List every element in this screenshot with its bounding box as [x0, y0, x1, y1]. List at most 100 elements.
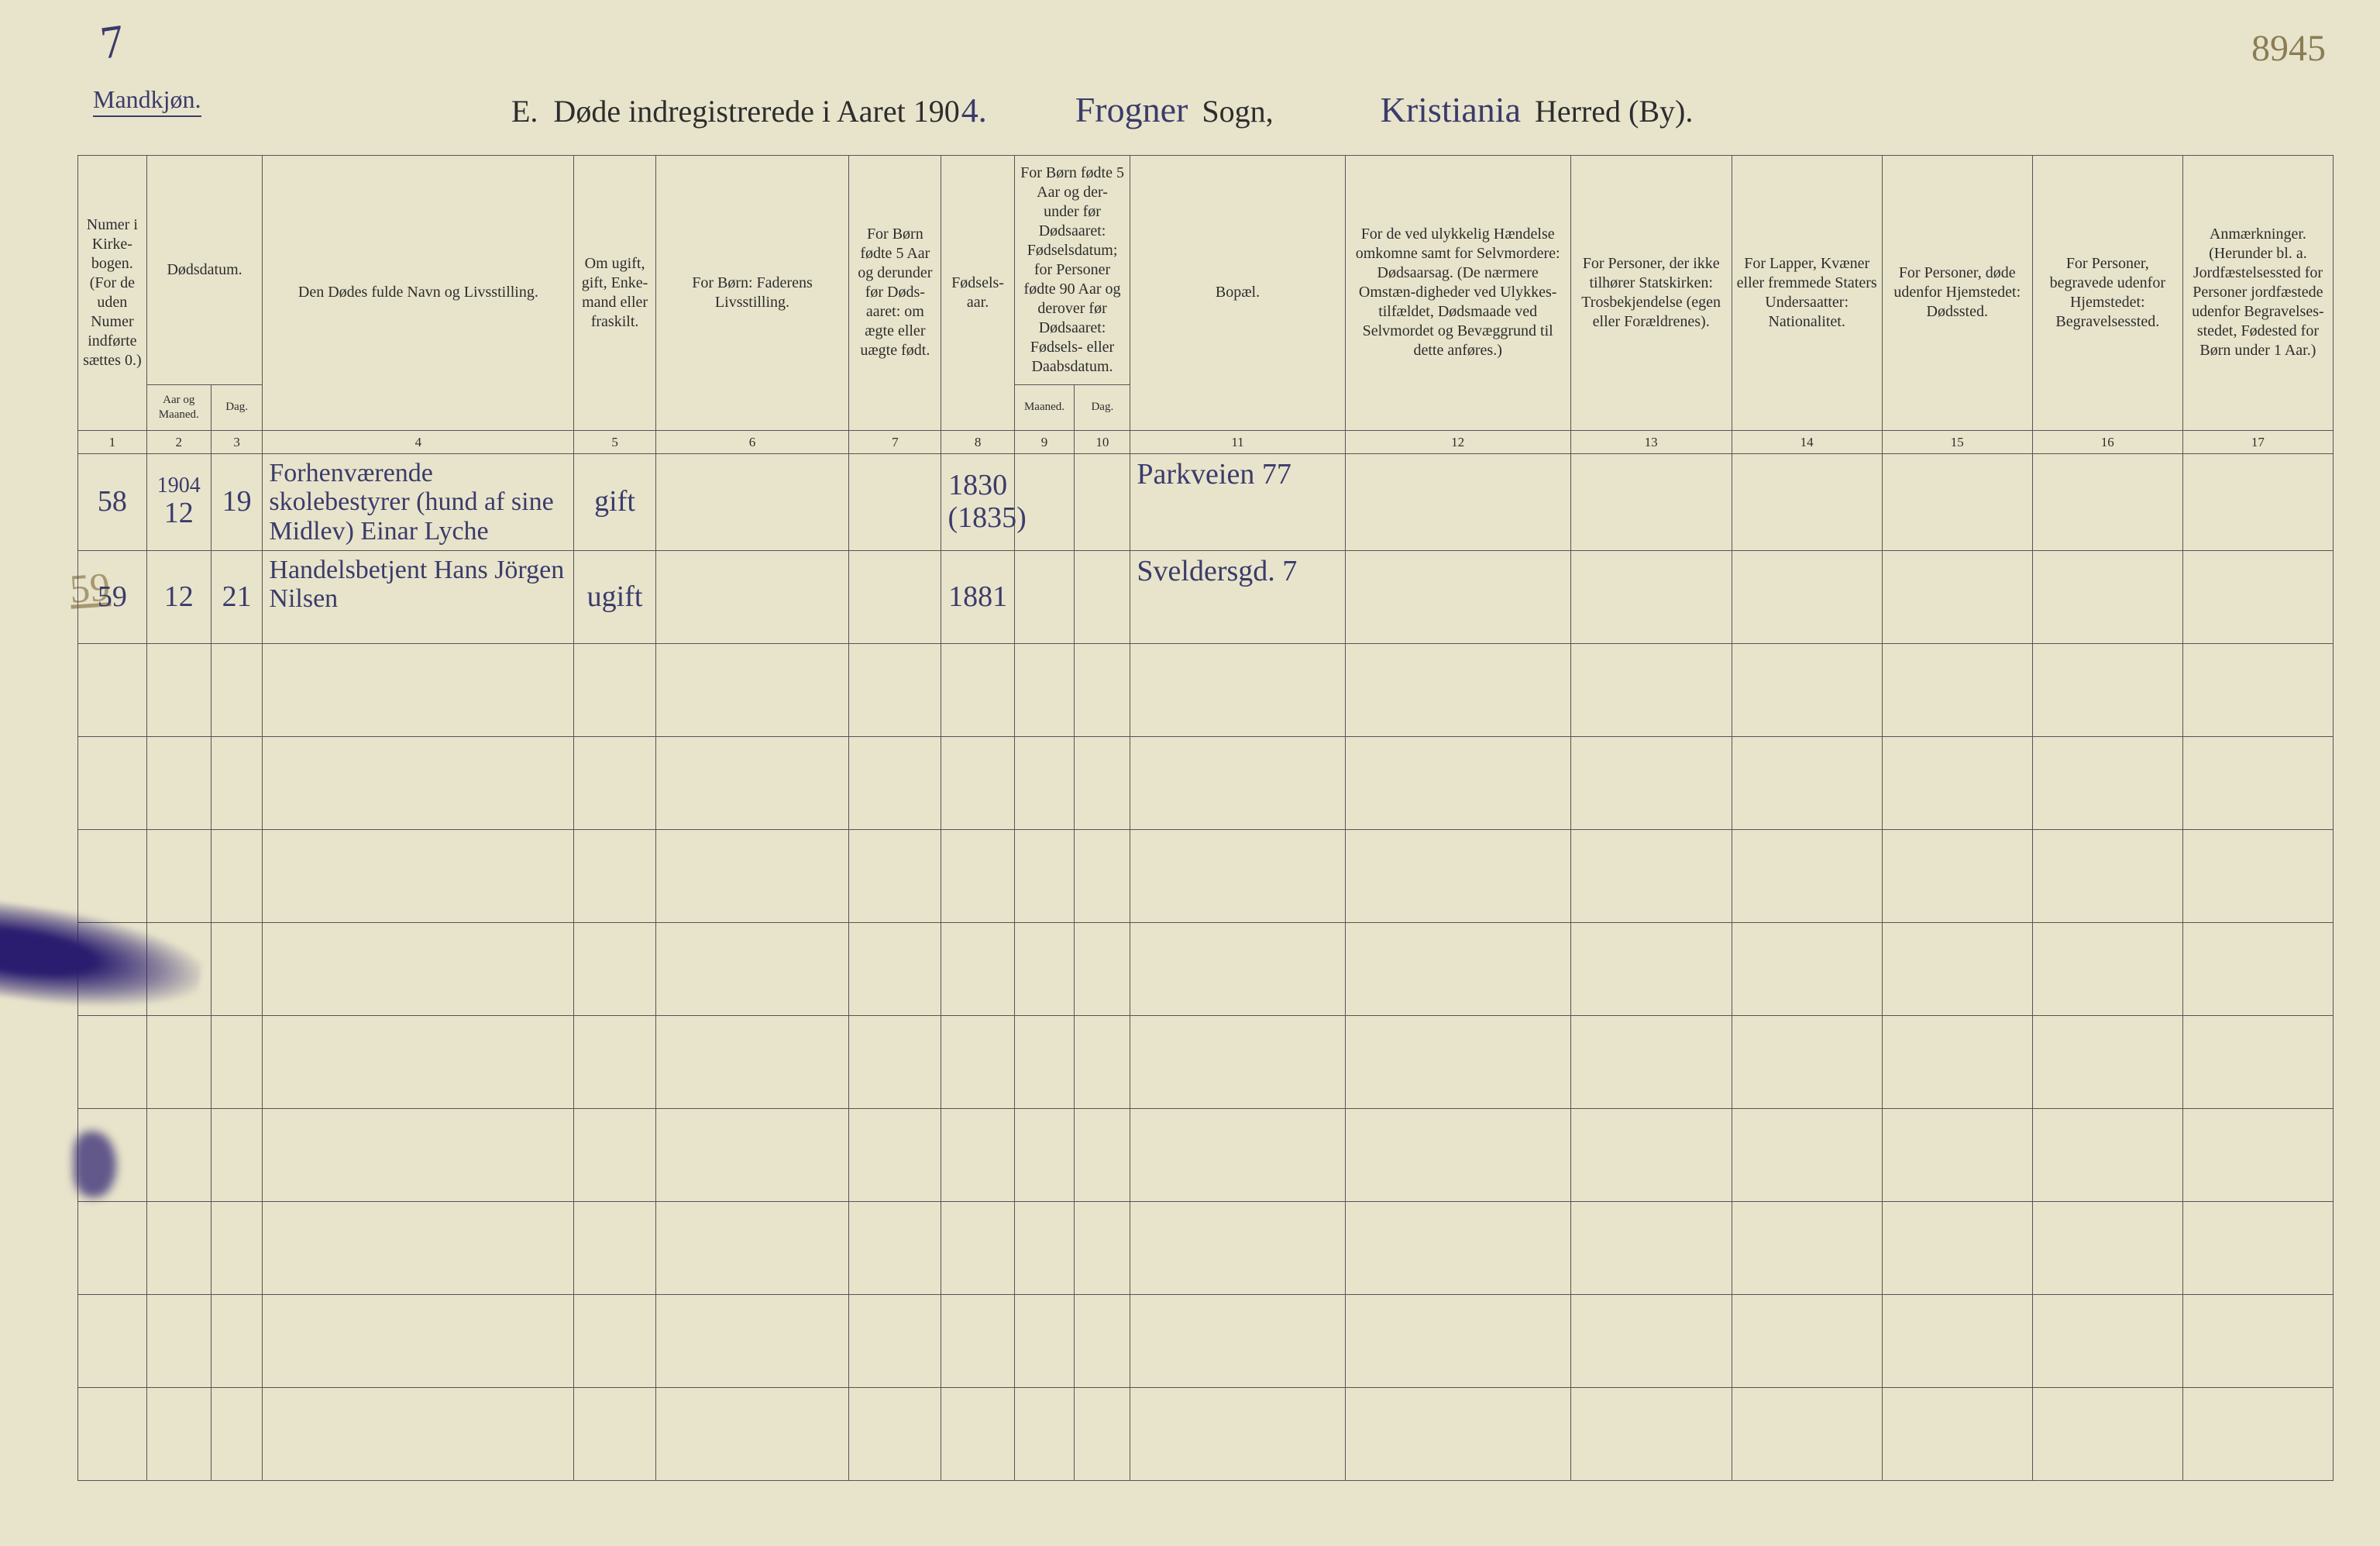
table-cell — [1882, 550, 2032, 643]
table-cell — [1882, 829, 2032, 922]
table-cell — [2032, 453, 2182, 550]
table-cell: Forhenværende skolebestyrer (hund af sin… — [263, 453, 574, 550]
table-cell — [849, 1015, 941, 1108]
table-cell — [2182, 829, 2333, 922]
table-cell — [146, 829, 211, 922]
table-row — [78, 1015, 2334, 1108]
table-cell — [849, 1294, 941, 1387]
table-cell — [1732, 1015, 1882, 1108]
table-cell — [1570, 1294, 1732, 1387]
table-cell — [1075, 1015, 1130, 1108]
table-cell — [146, 1201, 211, 1294]
table-cell — [849, 550, 941, 643]
table-cell — [1570, 453, 1732, 550]
table-cell — [941, 1201, 1014, 1294]
table-cell — [1570, 736, 1732, 829]
col-header-3: Dag. — [211, 385, 263, 431]
table-cell — [1570, 550, 1732, 643]
table-cell — [2032, 550, 2182, 643]
table-cell: Handelsbetjent Hans Jörgen Nilsen — [263, 550, 574, 643]
table-cell — [1075, 1387, 1130, 1480]
table-cell — [263, 1387, 574, 1480]
table-cell — [211, 1108, 263, 1201]
table-cell — [263, 1108, 574, 1201]
table-cell — [1882, 736, 2032, 829]
table-cell — [1014, 550, 1075, 643]
table-cell — [211, 829, 263, 922]
table-cell: Sveldersgd. 7 — [1130, 550, 1345, 643]
table-cell — [941, 1108, 1014, 1201]
table-cell — [941, 1015, 1014, 1108]
table-cell — [1014, 829, 1075, 922]
table-cell: 19 — [211, 453, 263, 550]
table-cell — [263, 1294, 574, 1387]
col-header-14: For Lapper, Kvæner eller fremmede Stater… — [1732, 156, 1882, 431]
table-cell — [1882, 453, 2032, 550]
table-cell — [849, 1387, 941, 1480]
table-cell — [574, 1387, 655, 1480]
table-cell: 58 — [78, 453, 147, 550]
table-cell — [941, 922, 1014, 1015]
table-cell — [1882, 1201, 2032, 1294]
table-cell — [2182, 1015, 2333, 1108]
table-cell: gift — [574, 453, 655, 550]
table-cell — [655, 1294, 849, 1387]
top-right-page-mark: 8945 — [2251, 27, 2326, 70]
table-cell — [574, 736, 655, 829]
table-cell — [1075, 736, 1130, 829]
table-cell — [941, 829, 1014, 922]
form-title: E. Døde indregistrerede i Aaret 190 4. F… — [511, 89, 1867, 130]
table-cell — [2182, 922, 2333, 1015]
table-row — [78, 922, 2334, 1015]
register-table: Numer i Kirke-bogen. (For de uden Numer … — [77, 155, 2334, 1481]
table-cell — [849, 829, 941, 922]
table-cell — [941, 1387, 1014, 1480]
table-cell — [1732, 922, 1882, 1015]
top-left-page-mark: 7 — [97, 14, 127, 71]
table-cell — [78, 1387, 147, 1480]
table-cell — [211, 1294, 263, 1387]
table-row — [78, 1387, 2334, 1480]
table-cell — [146, 643, 211, 736]
column-number: 8 — [941, 430, 1014, 453]
table-cell — [1570, 922, 1732, 1015]
table-cell — [1882, 643, 2032, 736]
table-row: 5819041219Forhenværende skolebestyrer (h… — [78, 453, 2334, 550]
table-cell — [1732, 736, 1882, 829]
table-cell — [1075, 1294, 1130, 1387]
table-cell — [849, 736, 941, 829]
col-header-15: For Personer, døde udenfor Hjemstedet: D… — [1882, 156, 2032, 431]
table-cell — [941, 736, 1014, 829]
table-cell — [655, 1108, 849, 1201]
column-number: 17 — [2182, 430, 2333, 453]
table-cell — [263, 1201, 574, 1294]
table-cell — [1345, 1108, 1570, 1201]
table-cell — [1732, 550, 1882, 643]
table-cell — [2182, 453, 2333, 550]
table-cell — [78, 1294, 147, 1387]
register-table-container: Numer i Kirke-bogen. (For de uden Numer … — [77, 155, 2334, 1500]
table-cell — [1075, 643, 1130, 736]
table-cell — [574, 1108, 655, 1201]
table-cell — [146, 1387, 211, 1480]
table-header: Numer i Kirke-bogen. (For de uden Numer … — [78, 156, 2334, 454]
table-cell — [941, 643, 1014, 736]
table-cell — [1345, 643, 1570, 736]
table-cell — [1732, 453, 1882, 550]
table-cell — [211, 1201, 263, 1294]
table-cell — [263, 643, 574, 736]
table-row — [78, 1294, 2334, 1387]
table-cell — [2182, 643, 2333, 736]
table-cell — [1014, 736, 1075, 829]
table-cell — [1345, 1387, 1570, 1480]
table-cell — [78, 643, 147, 736]
col-header-11: Bopæl. — [1130, 156, 1345, 431]
table-cell — [2182, 1201, 2333, 1294]
table-cell — [263, 736, 574, 829]
table-cell — [1882, 1108, 2032, 1201]
table-cell — [1130, 736, 1345, 829]
table-cell: 21 — [211, 550, 263, 643]
table-cell — [655, 550, 849, 643]
column-number-row: 1234567891011121314151617 — [78, 430, 2334, 453]
table-cell — [1345, 1294, 1570, 1387]
